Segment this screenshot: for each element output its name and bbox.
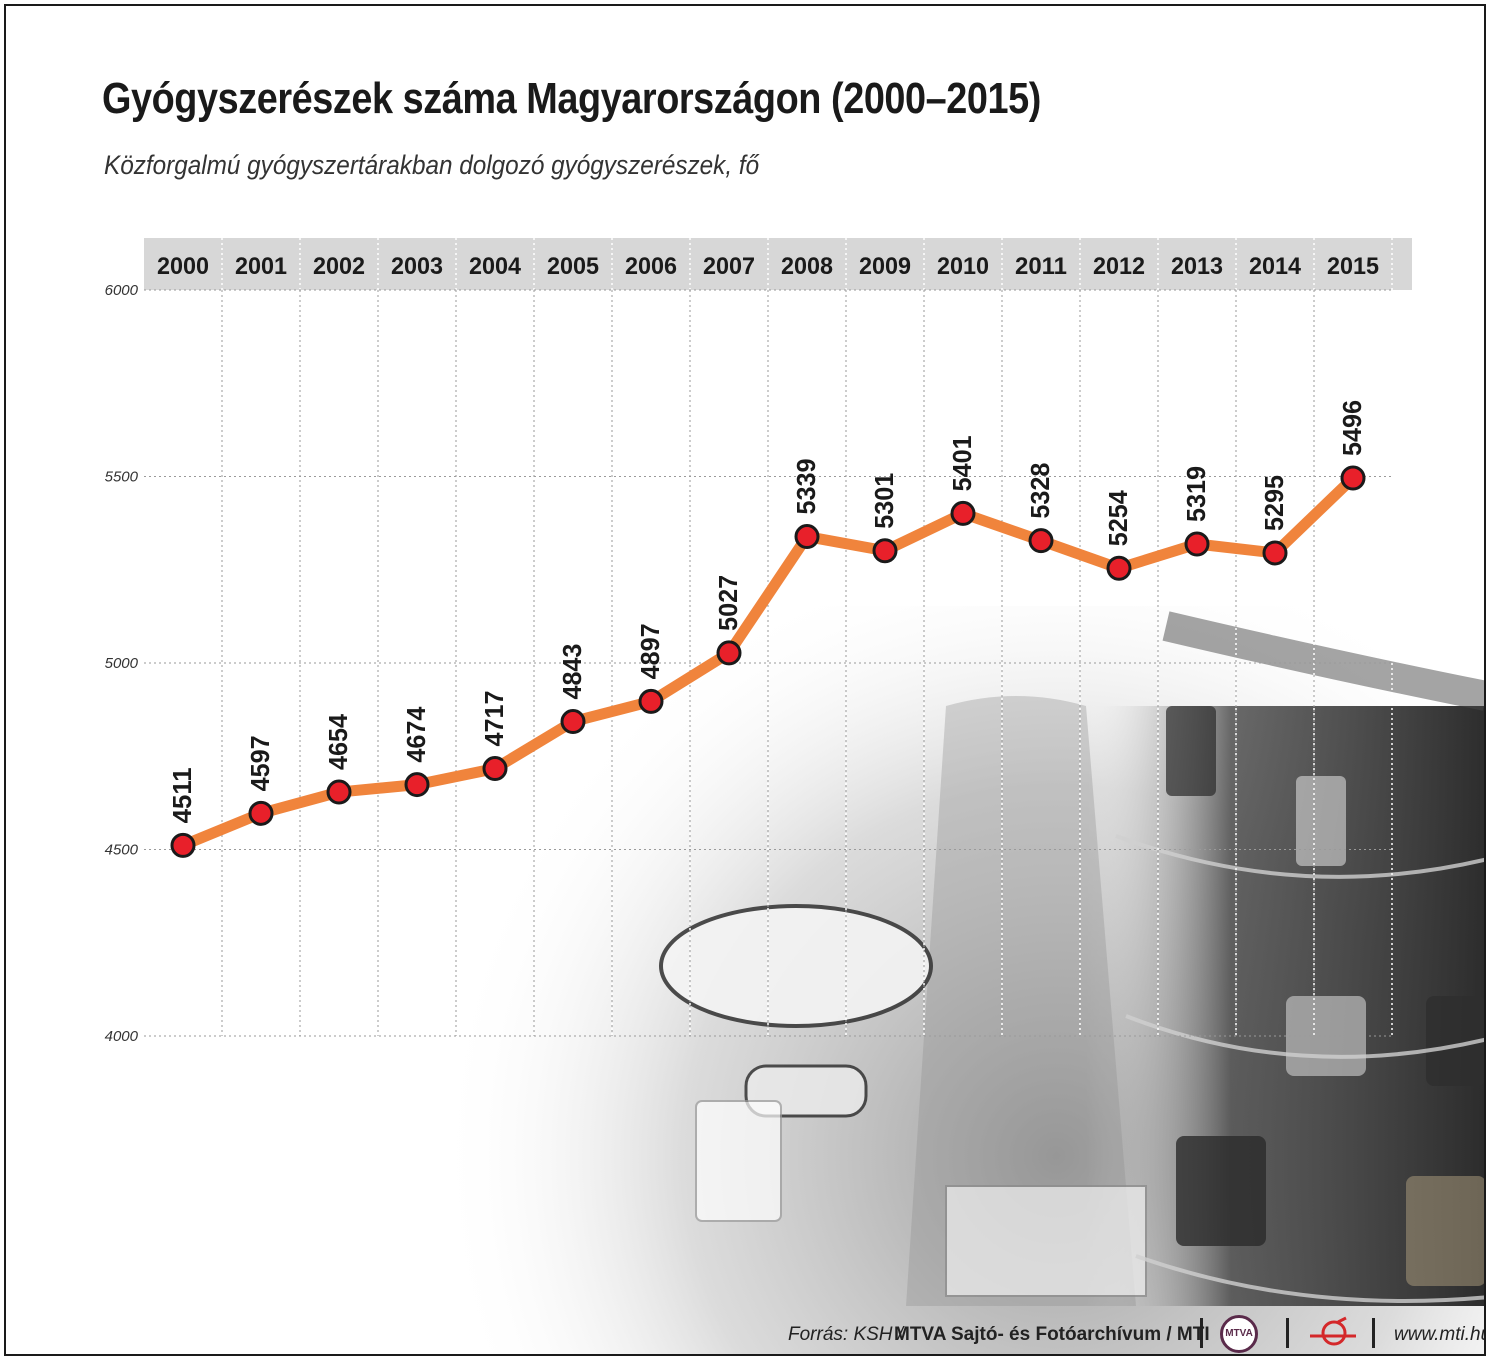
data-point — [638, 688, 664, 714]
x-tick-label: 2008 — [781, 253, 833, 280]
data-point — [482, 756, 508, 782]
data-label: 4511 — [167, 767, 197, 823]
data-point — [794, 524, 820, 550]
data-point — [1262, 540, 1288, 566]
data-label: 5027 — [713, 575, 743, 631]
data-label: 4597 — [245, 735, 275, 791]
series-line — [177, 472, 1359, 851]
footer-divider — [1372, 1318, 1375, 1348]
y-tick-label: 4500 — [105, 842, 139, 859]
data-label: 4654 — [323, 714, 353, 771]
x-tick-label: 2005 — [547, 253, 599, 280]
x-tick-label: 2012 — [1093, 253, 1145, 280]
y-tick-label: 4000 — [105, 1028, 139, 1045]
x-tick-label: 2003 — [391, 253, 443, 280]
line-chart: 2000 2001 2002 2003 2004 2005 2006 2007 2008 2009… — [105, 238, 1412, 1045]
mtva-logo: MTVA — [1220, 1315, 1258, 1353]
infographic-frame: Gyógyszerészek száma Magyarországon (200… — [4, 4, 1486, 1356]
chart-subtitle: Közforgalmú gyógyszertárakban dolgozó gy… — [104, 150, 760, 180]
mtva-logo-text: MTVA — [1225, 1328, 1253, 1339]
x-tick-label: 2011 — [1015, 253, 1067, 280]
data-label: 5401 — [947, 435, 977, 491]
data-point — [170, 832, 196, 858]
data-point — [1106, 555, 1132, 581]
data-point — [560, 709, 586, 735]
source-credit: MTVA Sajtó- és Fotóarchívum / MTI — [894, 1324, 1210, 1345]
data-label: 5328 — [1025, 463, 1055, 519]
x-tick-label: 2015 — [1327, 253, 1379, 280]
data-point — [1340, 465, 1366, 491]
data-label: 5319 — [1181, 466, 1211, 522]
data-label: 5301 — [869, 473, 899, 529]
data-label: 4843 — [557, 644, 587, 700]
data-label: 5496 — [1337, 400, 1367, 456]
y-tick-label: 5000 — [105, 655, 139, 672]
category-header-band — [144, 238, 1412, 290]
footer-divider — [1200, 1318, 1203, 1348]
x-tick-label: 2014 — [1249, 253, 1302, 280]
x-tick-label: 2013 — [1171, 253, 1223, 280]
data-label: 5339 — [791, 459, 821, 515]
x-tick-label: 2002 — [313, 253, 365, 280]
data-point — [872, 538, 898, 564]
x-tick-label: 2001 — [235, 253, 287, 280]
x-tick-label: 2010 — [937, 253, 989, 280]
data-label: 5254 — [1103, 490, 1133, 547]
source-url: www.mti.hu — [1394, 1324, 1486, 1345]
data-label: 5295 — [1259, 475, 1289, 531]
data-label: 4674 — [401, 706, 431, 763]
x-tick-label: 2000 — [157, 253, 209, 280]
mti-logo-icon — [1310, 1316, 1356, 1346]
footer: Forrás: KSH / MTVA Sajtó- és Fotóarchívu… — [6, 1312, 1486, 1354]
data-point — [1184, 531, 1210, 557]
data-label: 4717 — [479, 691, 509, 747]
footer-divider — [1286, 1318, 1289, 1348]
data-point — [950, 500, 976, 526]
x-tick-label: 2009 — [859, 253, 911, 280]
data-point — [248, 800, 274, 826]
x-tick-label: 2006 — [625, 253, 677, 280]
x-tick-label: 2004 — [469, 253, 522, 280]
x-tick-label: 2007 — [703, 253, 755, 280]
data-point — [326, 779, 352, 805]
data-label: 4897 — [635, 623, 665, 679]
chart-title: Gyógyszerészek száma Magyarországon (200… — [102, 74, 1041, 123]
y-tick-label: 5500 — [105, 469, 139, 486]
source-label: Forrás: KSH / — [788, 1324, 904, 1345]
y-tick-label: 6000 — [105, 282, 139, 299]
data-point — [716, 640, 742, 666]
data-point — [1028, 528, 1054, 554]
data-point — [404, 772, 430, 798]
